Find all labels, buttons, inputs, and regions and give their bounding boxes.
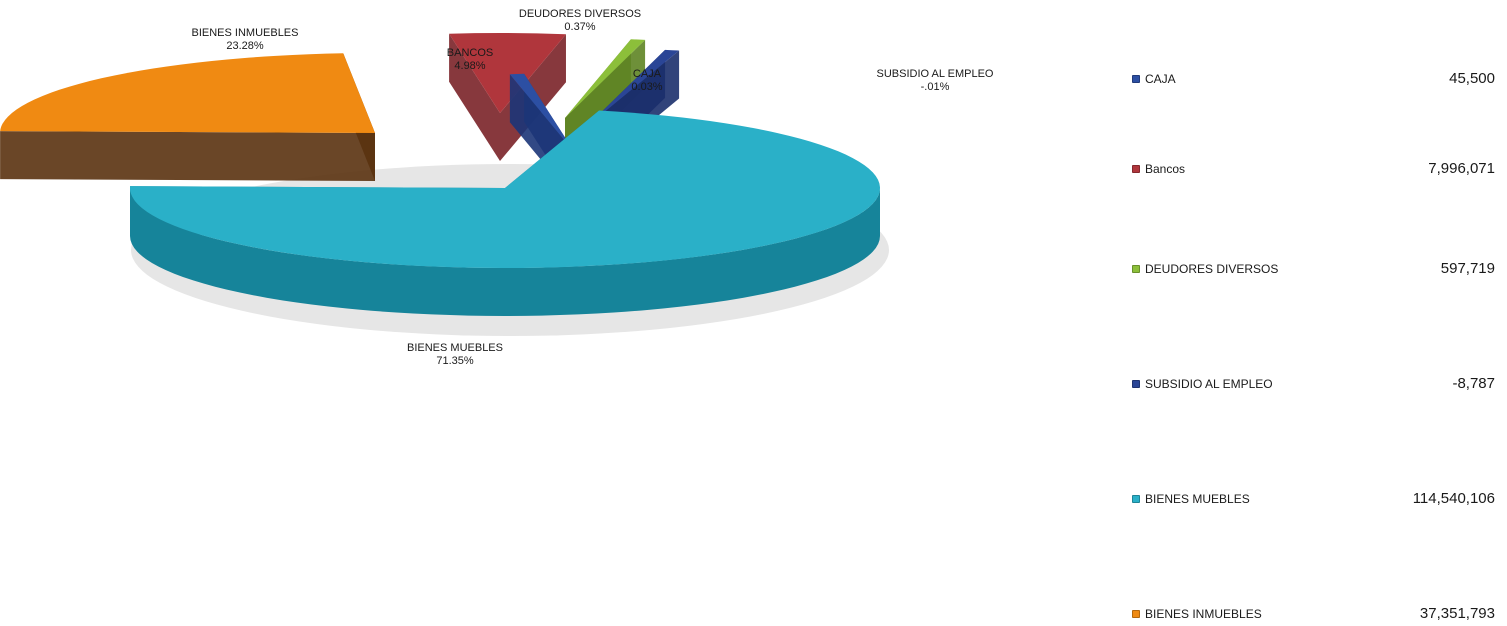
legend-label: SUBSIDIO AL EMPLEO	[1145, 377, 1273, 391]
legend-value: 45,500	[1449, 70, 1495, 87]
pie-slice-top	[129, 110, 880, 268]
legend-swatch	[1132, 495, 1140, 503]
slice-label-bancos: BANCOS 4.98%	[447, 47, 493, 73]
slice-label-percent: 23.28%	[226, 40, 264, 52]
legend-swatch	[1132, 610, 1140, 618]
pie-slice-bienes-inmuebles	[0, 53, 376, 181]
pie-slice-side	[130, 188, 880, 316]
slice-label-name: BIENES INMUEBLES	[191, 27, 299, 39]
pie-slice-top	[0, 53, 376, 133]
legend-swatch	[1132, 165, 1140, 173]
slice-label-deudores-diversos: DEUDORES DIVERSOS 0.37%	[519, 8, 641, 34]
legend-value: 597,719	[1440, 260, 1495, 277]
slice-label-name: BIENES MUEBLES	[407, 342, 503, 354]
slice-label-name: SUBSIDIO AL EMPLEO	[876, 68, 994, 80]
legend-item-subsidio-al-empleo: SUBSIDIO AL EMPLEO -8,787	[1100, 375, 1495, 395]
legend-item-bancos: Bancos 7,996,071	[1100, 160, 1495, 180]
pie-slice-top	[449, 33, 566, 113]
legend-swatch	[1132, 380, 1140, 388]
pie-slice-bienes-muebles	[129, 110, 880, 316]
legend-label: BIENES INMUEBLES	[1145, 607, 1262, 621]
pie-slice-cut	[0, 131, 376, 181]
legend-label: Bancos	[1145, 162, 1186, 176]
legend-item-caja: CAJA 45,500	[1100, 70, 1495, 90]
slice-label-caja: CAJA 0.03%	[631, 68, 662, 94]
slice-label-name: DEUDORES DIVERSOS	[518, 8, 642, 20]
pie-slice-top	[585, 49, 680, 128]
slice-label-percent: 0.03%	[631, 81, 663, 93]
legend-label: BIENES MUEBLES	[1145, 492, 1250, 506]
slice-label-subsidio-al-empleo: SUBSIDIO AL EMPLEO -.01%	[877, 68, 994, 94]
legend-value: 37,351,793	[1419, 605, 1495, 622]
slice-label-percent: 0.37%	[564, 21, 596, 33]
legend-swatch	[1132, 75, 1140, 83]
slice-label-name: BANCOS	[446, 47, 494, 59]
legend-swatch	[1132, 265, 1140, 273]
pie-slice-cut	[449, 33, 500, 161]
legend-item-bienes-inmuebles: BIENES INMUEBLES 37,351,793	[1100, 605, 1495, 625]
chart-legend: CAJA 45,500 Bancos 7,996,071 DEUDORES DIVERS…	[1100, 0, 1507, 626]
slice-label-percent: -.01%	[920, 81, 950, 93]
slice-label-name: CAJA	[632, 68, 662, 80]
slice-label-percent: 4.98%	[454, 60, 486, 72]
legend-item-bienes-muebles: BIENES MUEBLES 114,540,106	[1100, 490, 1495, 510]
slice-label-bienes-inmuebles: BIENES INMUEBLES 23.28%	[192, 27, 299, 53]
pie-slice-top	[509, 73, 575, 153]
slice-label-percent: 71.35%	[436, 355, 474, 367]
pie-chart: CAJA 0.03% BANCOS 4.98% DEUDORES DIVERSOS 0.3…	[0, 8, 994, 368]
legend-item-deudores-diversos: DEUDORES DIVERSOS 597,719	[1100, 260, 1495, 280]
legend-label: DEUDORES DIVERSOS	[1145, 262, 1279, 276]
legend-label: CAJA	[1145, 72, 1176, 86]
slice-label-bienes-muebles: BIENES MUEBLES 71.35%	[407, 342, 503, 368]
pie-chart-svg	[0, 33, 889, 336]
legend-value: -8,787	[1452, 375, 1495, 392]
pie-slice-top	[565, 39, 646, 118]
legend-value: 7,996,071	[1428, 160, 1495, 177]
legend-value: 114,540,106	[1412, 490, 1495, 507]
